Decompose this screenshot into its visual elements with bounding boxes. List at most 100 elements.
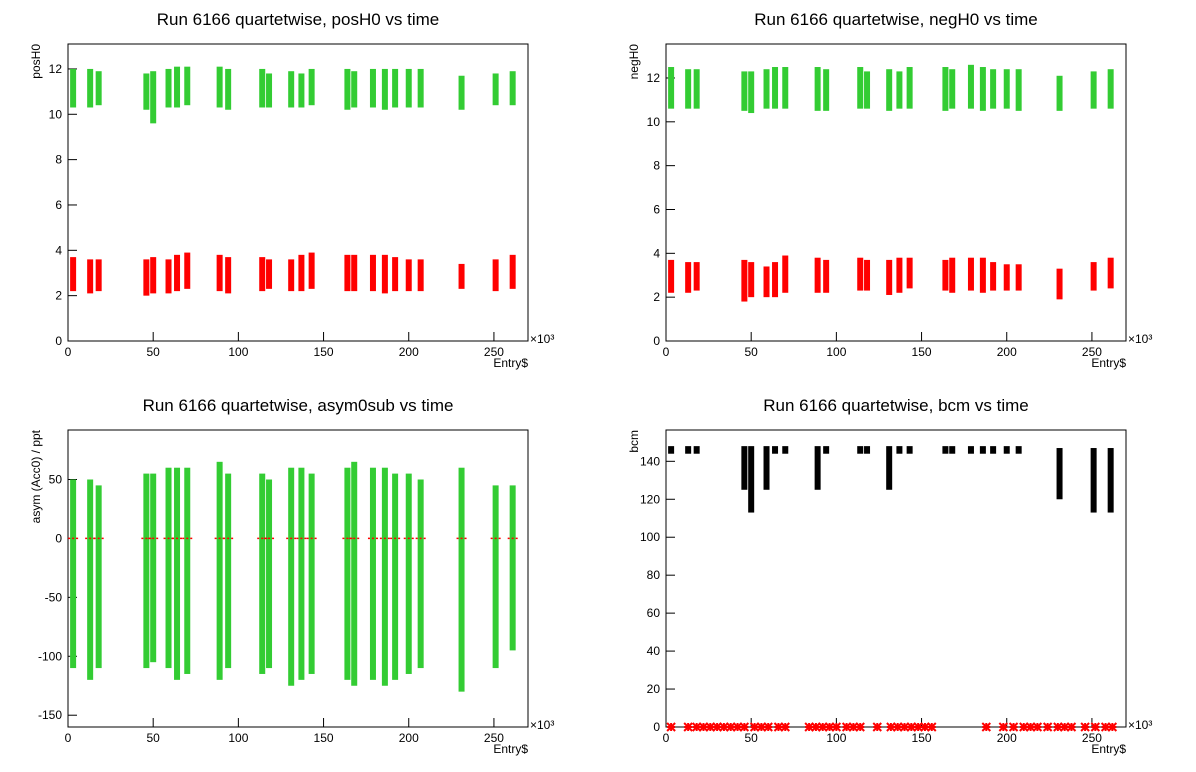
point-band <box>266 479 273 669</box>
chart-title: Run 6166 quartetwise, negH0 vs time <box>754 10 1038 29</box>
x-exponent: ×10³ <box>530 332 554 346</box>
x-exponent: ×10³ <box>1128 718 1152 732</box>
chart-title: Run 6166 quartetwise, asym0sub vs time <box>143 396 454 415</box>
point-band <box>685 262 692 293</box>
point-band <box>492 73 499 106</box>
star-marker <box>886 722 896 732</box>
y-tick-label: 2 <box>653 290 660 304</box>
point-band <box>95 485 102 669</box>
y-axis-label: bcm <box>627 430 641 453</box>
y-tick-label: 10 <box>49 107 63 121</box>
point-band <box>405 259 412 292</box>
star-marker <box>927 722 937 732</box>
star-marker <box>756 722 767 732</box>
star-marker <box>1100 722 1111 732</box>
point-band <box>216 254 223 292</box>
point-band <box>351 71 358 108</box>
y-tick-label: 8 <box>653 159 660 173</box>
y-tick-label: 140 <box>640 454 660 468</box>
point-band <box>298 73 305 108</box>
point-band <box>967 64 974 109</box>
plot: Run 6166 quartetwise, posH0 vs time 0 50 10… <box>29 10 554 370</box>
point-band <box>150 71 157 124</box>
y-tick-label: -150 <box>38 708 62 722</box>
x-tick-label: 0 <box>65 731 72 745</box>
star-marker <box>1042 722 1053 732</box>
star-marker <box>1080 722 1090 732</box>
star-marker <box>920 722 930 732</box>
point-band <box>814 67 821 111</box>
point-band <box>1090 448 1097 513</box>
point-band <box>308 68 315 106</box>
point-band <box>886 446 893 490</box>
point-band <box>906 67 913 109</box>
point-band <box>685 69 692 109</box>
y-axis-label: asym (Acc0) / ppt <box>29 429 43 523</box>
point-band <box>693 446 700 454</box>
point-band <box>70 479 77 669</box>
point-band <box>693 262 700 291</box>
point-band <box>782 67 789 109</box>
y-tick-label: 2 <box>55 289 62 303</box>
x-tick-label: 250 <box>1082 345 1102 359</box>
point-band <box>392 68 399 108</box>
plot: Run 6166 quartetwise, asym0sub vs time 0 5… <box>29 396 554 756</box>
point-band <box>949 257 956 293</box>
point-band <box>95 71 102 106</box>
y-axis-label: negH0 <box>627 44 641 80</box>
point-band <box>741 259 748 302</box>
plot-frame <box>67 43 529 342</box>
point-band <box>381 254 388 294</box>
point-band <box>184 467 191 674</box>
point-band <box>417 259 424 292</box>
point-band <box>143 473 150 669</box>
point-band <box>184 252 191 289</box>
star-marker <box>719 722 729 732</box>
point-band <box>509 71 516 106</box>
point-band <box>288 259 295 292</box>
point-band <box>942 67 949 111</box>
point-band <box>288 467 295 686</box>
x-axis-label: Entry$ <box>493 742 528 756</box>
point-band <box>1056 75 1063 111</box>
point-band <box>381 467 388 686</box>
star-marker <box>712 722 722 732</box>
point-band <box>772 446 779 454</box>
x-tick-label: 250 <box>1082 731 1102 745</box>
point-band <box>344 467 351 680</box>
point-band <box>668 67 675 109</box>
point-band <box>1107 69 1114 109</box>
point-band <box>87 479 94 680</box>
plot-frame <box>665 43 1127 342</box>
star-marker <box>1053 722 1063 732</box>
star-marker <box>739 722 750 732</box>
y-tick-label: 0 <box>653 334 660 348</box>
point-band <box>1015 446 1022 454</box>
point-band <box>165 68 172 108</box>
point-band <box>492 259 499 292</box>
point-band <box>174 254 181 292</box>
x-tick-label: 200 <box>399 731 419 745</box>
point-band <box>1003 69 1010 109</box>
y-tick-label: 50 <box>49 473 63 487</box>
point-band <box>174 66 181 108</box>
point-band <box>165 259 172 294</box>
y-tick-label: 40 <box>647 644 661 658</box>
y-tick-label: 4 <box>55 243 62 257</box>
point-band <box>225 257 232 294</box>
point-band <box>864 71 871 109</box>
star-marker <box>773 722 784 732</box>
x-tick-label: 100 <box>826 731 846 745</box>
point-band <box>772 262 779 298</box>
point-band <box>1090 71 1097 109</box>
star-marker <box>899 722 910 732</box>
y-tick-label: -50 <box>45 590 63 604</box>
point-band <box>225 68 232 110</box>
point-band <box>87 68 94 108</box>
x-tick-label: 100 <box>228 731 248 745</box>
point-band <box>405 473 412 674</box>
point-band <box>967 446 974 454</box>
y-tick-label: 12 <box>647 71 661 85</box>
point-band <box>949 446 956 454</box>
